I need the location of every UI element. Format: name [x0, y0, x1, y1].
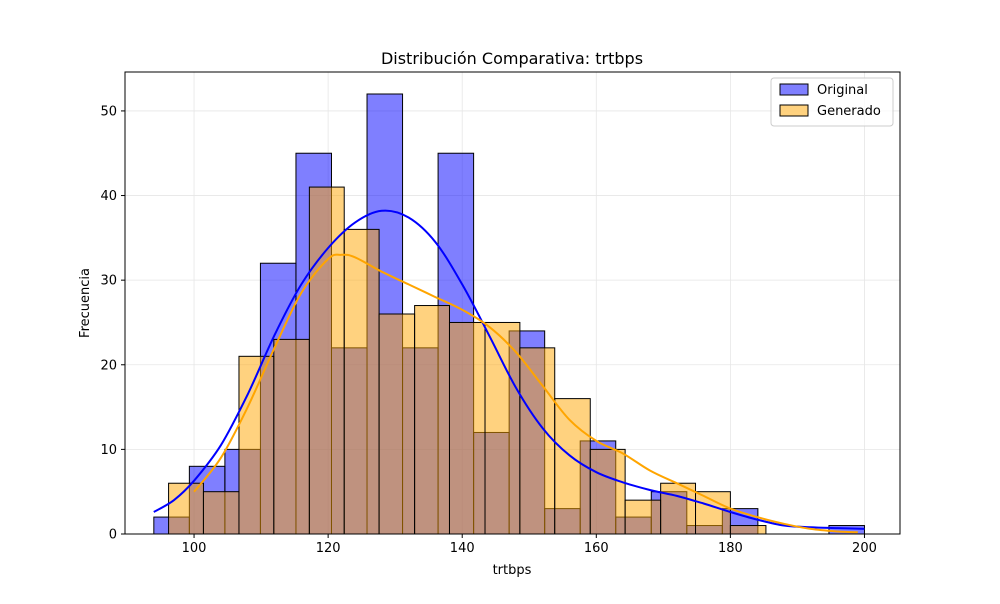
plot-frame	[124, 71, 901, 535]
generated-bar	[343, 228, 380, 535]
generated-bar	[238, 355, 275, 535]
x-tick-label: 140	[450, 541, 475, 556]
legend: Original Generado	[770, 77, 894, 127]
y-tick-label: 10	[100, 443, 117, 458]
generated-bar	[273, 338, 310, 535]
kde-lines	[153, 209, 865, 534]
x-tick-label: 160	[584, 541, 609, 556]
legend-label-generated: Generado	[817, 104, 881, 119]
legend-swatch-generated	[779, 104, 809, 117]
generated-bar	[378, 313, 416, 535]
x-tick-label: 200	[852, 541, 877, 556]
generated-bar	[660, 482, 697, 535]
generated-bar	[168, 482, 204, 535]
x-tick-label: 100	[182, 541, 207, 556]
x-tick-label: 120	[316, 541, 341, 556]
legend-swatch-original	[779, 83, 809, 96]
generated-bar	[414, 305, 450, 535]
generated-bar	[695, 491, 731, 535]
generated-bar	[519, 347, 556, 535]
original-kde-line	[153, 209, 865, 530]
x-axis: 100 120 140 160 180 200	[182, 534, 877, 556]
generated-bar	[448, 321, 486, 535]
y-axis-label: Frecuencia	[78, 268, 93, 338]
y-tick-label: 40	[100, 189, 117, 204]
generated-kde-line	[193, 253, 858, 534]
y-axis: 0 10 20 30 40 50	[100, 104, 125, 543]
generated-bar	[624, 499, 662, 535]
generated-bar	[589, 448, 626, 535]
y-tick-label: 20	[100, 358, 117, 373]
y-tick-label: 50	[100, 104, 117, 119]
generated-bar	[202, 491, 240, 535]
y-tick-label: 0	[109, 528, 117, 543]
x-tick-label: 180	[718, 541, 743, 556]
y-tick-label: 30	[100, 274, 117, 289]
generated-bar	[308, 186, 345, 535]
legend-label-original: Original	[817, 83, 868, 98]
chart-title: Distribución Comparativa: trtbps	[381, 49, 643, 68]
x-axis-label: trtbps	[493, 563, 532, 578]
generated-bar	[729, 525, 767, 535]
generated-bar	[484, 321, 521, 535]
